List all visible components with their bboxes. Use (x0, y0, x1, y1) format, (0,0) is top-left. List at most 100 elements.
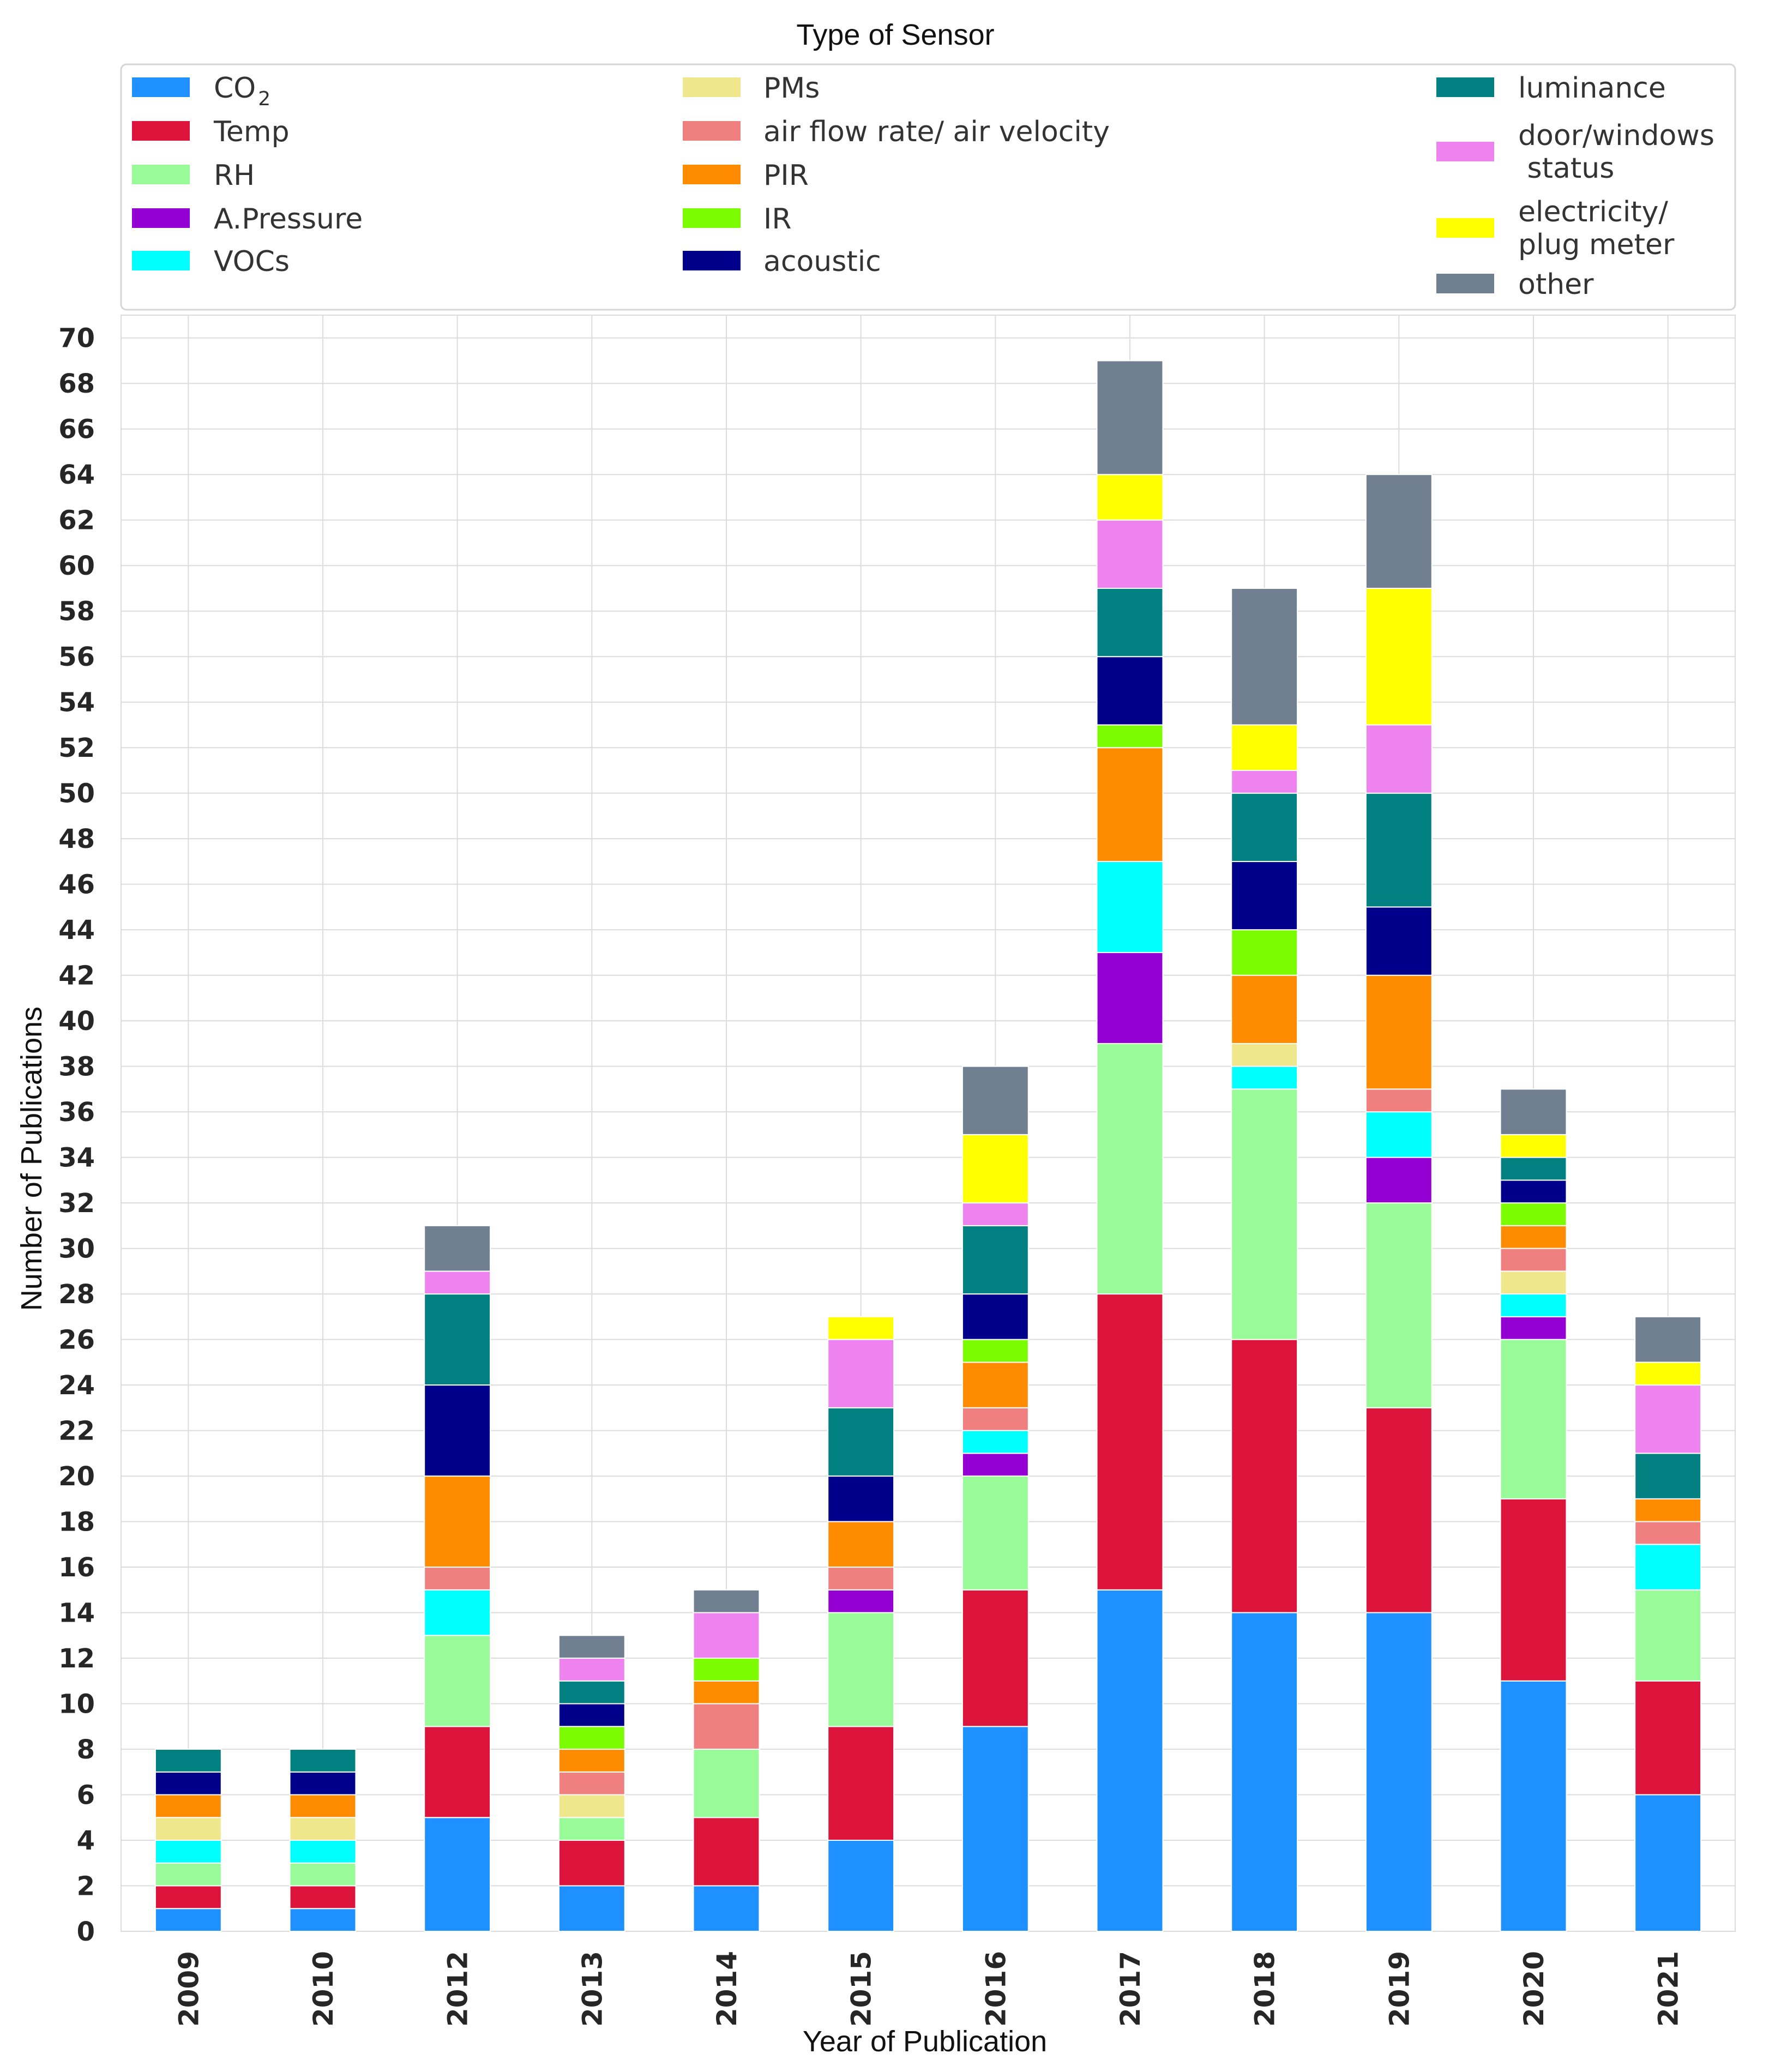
bar-segment-air-flow-rate-air-velocity-2016 (961, 1407, 1029, 1431)
legend-swatch-a-pressure (132, 208, 190, 228)
y-tick-label: 32 (58, 1188, 95, 1219)
y-tick-label: 6 (77, 1780, 95, 1811)
y-tick-label: 70 (58, 323, 95, 354)
bar-segment-temp-2009 (154, 1885, 222, 1910)
x-tick-label: 2018 (1249, 1951, 1281, 2027)
bar-segment-vocs-2016 (961, 1430, 1029, 1454)
bar-segment-co2-2013 (558, 1885, 625, 1932)
bar-segment-rh-2019 (1365, 1202, 1433, 1408)
legend-label-ir: IR (763, 203, 791, 236)
x-tick-label: 2010 (308, 1951, 339, 2027)
bars (154, 360, 1702, 1932)
bar-segment-other-2019 (1365, 474, 1433, 589)
bar-segment-vocs-2009 (154, 1840, 222, 1864)
y-tick-label: 50 (58, 779, 95, 809)
bar-stack-2010 (289, 1749, 357, 1932)
legend: CO 2 Temp RH A.Pressure VOCs PMs air flow rate/… (132, 72, 1714, 301)
bar-stack-2017 (1096, 360, 1164, 1932)
y-tick-label: 18 (58, 1507, 95, 1538)
bar-segment-luminance-2021 (1634, 1453, 1702, 1499)
y-tick-label: 24 (58, 1370, 95, 1401)
bar-segment-rh-2017 (1096, 1043, 1164, 1295)
gridlines (121, 315, 1736, 1932)
bar-segment-other-2018 (1231, 587, 1298, 726)
bar-segment-co2-2017 (1096, 1589, 1164, 1932)
bar-segment-co2-2019 (1365, 1612, 1433, 1932)
bar-segment-a-pressure-2016 (961, 1453, 1029, 1477)
bar-segment-rh-2013 (558, 1817, 625, 1841)
bar-segment-a-pressure-2015 (827, 1589, 895, 1613)
legend-swatch-co2 (132, 77, 190, 97)
x-tick-label: 2016 (980, 1951, 1012, 2027)
y-tick-label: 26 (58, 1325, 95, 1356)
bar-segment-pir-2010 (289, 1794, 357, 1818)
y-tick-label: 58 (58, 597, 95, 627)
bar-segment-pir-2013 (558, 1749, 625, 1773)
bar-segment-acoustic-2016 (961, 1293, 1029, 1340)
bar-segment-other-2014 (693, 1589, 760, 1613)
y-tick-label: 8 (77, 1734, 95, 1765)
bar-segment-co2-2014 (693, 1885, 760, 1932)
y-tick-label: 56 (58, 642, 95, 672)
bar-segment-vocs-2020 (1500, 1293, 1567, 1317)
legend-label-luminance: luminance (1518, 72, 1666, 105)
bar-segment-rh-2015 (827, 1612, 895, 1727)
bar-segment-rh-2020 (1500, 1339, 1567, 1499)
bar-segment-pir-2012 (424, 1475, 491, 1568)
legend-label-pms: PMs (763, 72, 820, 105)
bar-segment-pir-2018 (1231, 974, 1298, 1044)
bar-segment-vocs-2012 (424, 1589, 491, 1636)
bar-segment-a-pressure-2020 (1500, 1316, 1567, 1340)
x-tick-label: 2012 (442, 1951, 474, 2027)
bar-segment-electricity-plug-meter-2017 (1096, 474, 1164, 521)
bar-segment-air-flow-rate-air-velocity-2012 (424, 1567, 491, 1591)
bar-segment-acoustic-2012 (424, 1384, 491, 1477)
legend-label-a-pressure: A.Pressure (214, 203, 363, 236)
bar-segment-co2-2020 (1500, 1680, 1567, 1932)
bar-segment-vocs-2017 (1096, 860, 1164, 953)
bar-segment-rh-2010 (289, 1862, 357, 1887)
y-tick-label: 42 (58, 961, 95, 991)
bar-segment-electricity-plug-meter-2021 (1634, 1362, 1702, 1386)
bar-segment-acoustic-2015 (827, 1475, 895, 1522)
bar-segment-door-windows-status-2016 (961, 1202, 1029, 1226)
y-tick-label: 30 (58, 1234, 95, 1264)
legend-label-other: other (1518, 268, 1594, 301)
bar-segment-luminance-2012 (424, 1293, 491, 1386)
legend-swatch-vocs (132, 251, 190, 270)
bar-segment-rh-2018 (1231, 1088, 1298, 1340)
bar-segment-pir-2020 (1500, 1225, 1567, 1249)
bar-segment-co2-2018 (1231, 1612, 1298, 1932)
y-tick-label: 62 (58, 505, 95, 536)
bar-segment-temp-2021 (1634, 1680, 1702, 1796)
legend-swatch-electricity-plug-meter (1436, 218, 1494, 238)
bar-segment-rh-2016 (961, 1475, 1029, 1591)
legend-box (120, 63, 1736, 311)
bar-stack-2009 (154, 1749, 222, 1932)
bar-segment-pms-2009 (154, 1817, 222, 1841)
bar-segment-pms-2018 (1231, 1043, 1298, 1067)
bar-segment-vocs-2010 (289, 1840, 357, 1864)
bar-segment-pms-2013 (558, 1794, 625, 1818)
y-tick-label: 38 (58, 1052, 95, 1082)
legend-swatch-ir (683, 208, 741, 228)
bar-stack-2020 (1500, 1088, 1567, 1932)
bar-segment-co2-2015 (827, 1840, 895, 1932)
y-tick-label: 48 (58, 824, 95, 854)
bar-stack-2019 (1365, 474, 1433, 1932)
y-axis-ticks: 0246810121416182022242628303234363840424… (58, 323, 95, 1947)
legend-label-rh: RH (214, 159, 255, 192)
bar-stack-2015 (827, 1316, 895, 1932)
bar-segment-door-windows-status-2013 (558, 1658, 625, 1682)
bar-segment-luminance-2020 (1500, 1157, 1567, 1181)
bar-segment-a-pressure-2019 (1365, 1157, 1433, 1204)
bar-segment-pir-2014 (693, 1680, 760, 1704)
bar-segment-ir-2017 (1096, 724, 1164, 749)
bar-segment-electricity-plug-meter-2016 (961, 1134, 1029, 1204)
legend-label-electricity-plug-meter: electricity/plug meter (1518, 196, 1675, 261)
bar-segment-door-windows-status-2017 (1096, 519, 1164, 589)
bar-stack-2012 (424, 1225, 491, 1932)
bar-segment-vocs-2021 (1634, 1544, 1702, 1591)
bar-segment-temp-2015 (827, 1726, 895, 1841)
bar-segment-vocs-2018 (1231, 1065, 1298, 1090)
